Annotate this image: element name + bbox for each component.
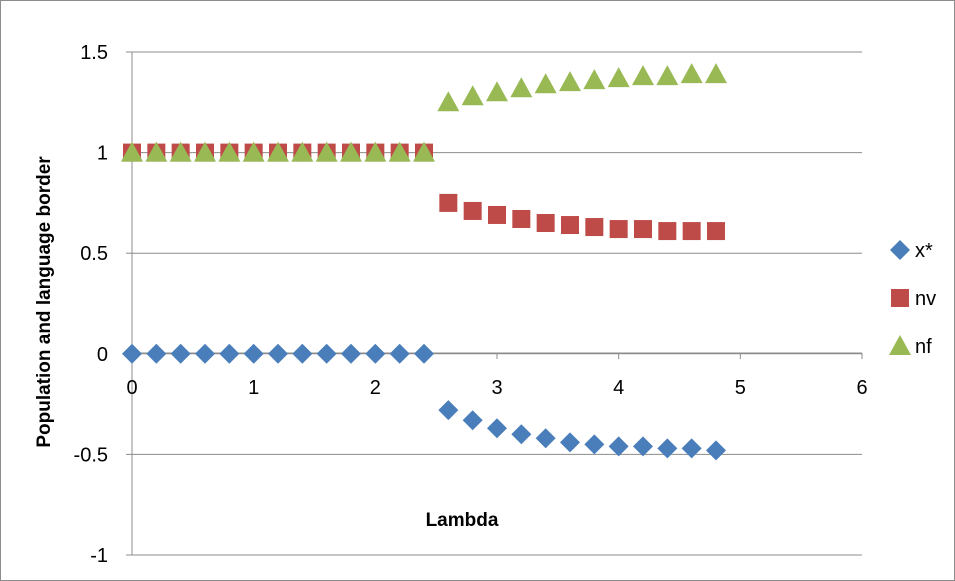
data-point-triangle	[607, 67, 630, 88]
data-point-square	[561, 216, 579, 235]
data-point-triangle	[510, 77, 533, 98]
data-point-triangle	[340, 141, 362, 162]
data-point-diamond	[195, 343, 215, 364]
data-point-square	[658, 222, 677, 241]
data-point-square	[439, 193, 458, 212]
x-tick-label: 0	[126, 377, 137, 399]
series-nf	[121, 63, 727, 162]
data-point-triangle	[145, 141, 168, 162]
data-point-triangle	[291, 141, 314, 162]
gridlines	[132, 51, 862, 556]
legend-label: nf	[915, 336, 932, 358]
data-point-diamond	[511, 424, 532, 445]
x-tick-label: 6	[856, 377, 867, 399]
data-point-diamond	[462, 410, 483, 431]
x-axis-title: Lambda	[426, 510, 499, 531]
y-tick-label: 1.5	[80, 42, 108, 64]
data-point-triangle	[364, 141, 387, 162]
data-point-triangle	[169, 141, 192, 162]
data-point-diamond	[657, 438, 678, 459]
data-point-diamond	[365, 343, 386, 364]
data-point-square	[609, 220, 628, 239]
data-point-diamond	[170, 343, 191, 364]
data-point-diamond	[681, 438, 702, 459]
data-point-diamond	[243, 343, 264, 364]
y-tick-label: 1	[97, 143, 108, 165]
data-point-diamond	[438, 400, 459, 421]
x-tick-labels: 0 1 2 3 4 5 6	[126, 377, 867, 399]
data-point-triangle	[705, 63, 727, 84]
data-point-square	[488, 205, 506, 224]
x-tick-label: 4	[613, 377, 624, 399]
data-point-diamond	[560, 432, 580, 453]
y-axis-title: Population and language border	[34, 156, 55, 448]
data-point-square	[536, 214, 555, 233]
x-tick-label: 2	[370, 377, 381, 399]
y-tick-labels: -1 -0.5 0 0.5 1 1.5	[74, 42, 108, 567]
data-point-triangle	[121, 141, 143, 162]
data-point-triangle	[194, 141, 216, 162]
data-point-triangle	[559, 71, 581, 92]
axes	[126, 51, 863, 556]
y-tick-label: 0	[97, 344, 108, 366]
data-point-diamond	[584, 434, 605, 455]
y-tick-label: -0.5	[74, 444, 108, 466]
data-point-triangle	[437, 91, 460, 112]
data-point-diamond	[535, 428, 556, 449]
data-point-diamond	[414, 343, 434, 364]
data-point-square	[682, 222, 701, 241]
data-point-square	[463, 201, 482, 220]
data-point-diamond	[633, 436, 653, 457]
x-tick-label: 1	[248, 377, 259, 399]
data-point-triangle	[632, 65, 654, 86]
series-x	[122, 343, 726, 461]
data-point-triangle	[680, 63, 703, 84]
data-point-triangle	[534, 73, 557, 94]
data-point-triangle	[315, 141, 338, 162]
x-tick-label: 3	[491, 377, 502, 399]
data-point-square	[634, 220, 652, 239]
data-point-triangle	[242, 141, 265, 162]
data-point-diamond	[706, 440, 726, 461]
data-point-diamond	[146, 343, 167, 364]
data-point-diamond	[608, 436, 629, 457]
data-point-diamond	[122, 343, 142, 364]
data-point-diamond	[487, 418, 507, 439]
legend-label: x*	[915, 240, 933, 262]
data-point-triangle	[656, 65, 679, 86]
x-tick-label: 5	[735, 377, 746, 399]
data-point-diamond	[316, 343, 337, 364]
data-point-triangle	[486, 81, 508, 102]
legend-marker-diamond	[890, 240, 910, 260]
data-point-square	[512, 209, 531, 228]
y-tick-label: 0.5	[80, 243, 108, 265]
data-point-triangle	[413, 141, 435, 162]
legend-marker-triangle	[889, 335, 911, 355]
data-point-diamond	[292, 343, 313, 364]
data-point-triangle	[461, 85, 484, 106]
data-point-diamond	[268, 343, 288, 364]
data-point-diamond	[341, 343, 361, 364]
data-point-triangle	[218, 141, 241, 162]
legend: x* nv nf	[889, 240, 936, 358]
data-point-diamond	[219, 343, 240, 364]
data-markers	[121, 63, 727, 461]
data-point-diamond	[389, 343, 410, 364]
y-tick-label: -1	[90, 545, 108, 567]
data-point-square	[707, 222, 725, 241]
legend-marker-square	[891, 289, 909, 307]
data-point-triangle	[388, 141, 411, 162]
data-point-triangle	[267, 141, 289, 162]
data-point-square	[585, 218, 604, 237]
data-point-triangle	[583, 69, 606, 90]
legend-label: nv	[915, 288, 936, 310]
